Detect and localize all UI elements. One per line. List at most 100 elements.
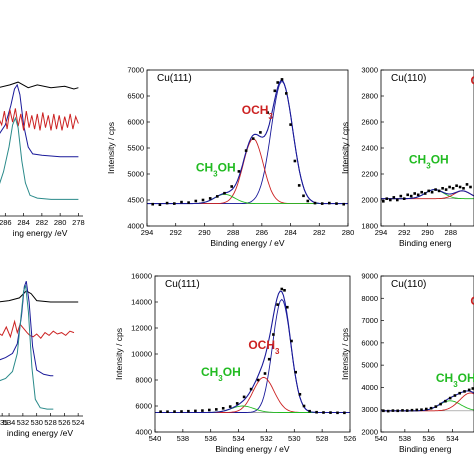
x-tick-label: 526 bbox=[344, 434, 357, 443]
y-tick-label: 4000 bbox=[127, 222, 144, 231]
data-point bbox=[389, 198, 392, 202]
fit-component bbox=[155, 376, 350, 413]
fit-component bbox=[147, 81, 348, 205]
data-point bbox=[448, 396, 452, 400]
data-point bbox=[413, 192, 416, 195]
data-point bbox=[343, 411, 346, 415]
data-point bbox=[151, 202, 154, 206]
annotation-label: CH3OH bbox=[436, 371, 474, 389]
data-point bbox=[439, 402, 442, 406]
y-tick-label: 1800 bbox=[361, 222, 378, 231]
y-tick-label: 2400 bbox=[361, 144, 378, 153]
x-tick-label: 286 bbox=[0, 218, 12, 227]
y-tick-label: 4000 bbox=[135, 428, 152, 437]
x-tick-label: 540 bbox=[375, 434, 388, 443]
data-point bbox=[342, 202, 345, 206]
data-point bbox=[430, 190, 434, 194]
spectrum-line bbox=[0, 319, 75, 339]
y-tick-label: 8000 bbox=[361, 294, 378, 303]
fit-component bbox=[155, 298, 350, 413]
panel-top-left: 286 284 282 280 278 ing energy /eV bbox=[0, 81, 85, 238]
y-tick-label: 2600 bbox=[361, 118, 378, 127]
data-point bbox=[448, 185, 451, 189]
y-tick-label: 3000 bbox=[361, 405, 378, 414]
data-point bbox=[444, 399, 447, 403]
data-point bbox=[462, 187, 465, 190]
data-point bbox=[469, 185, 472, 189]
data-point bbox=[208, 408, 211, 412]
data-point bbox=[228, 405, 232, 408]
spectrum-line bbox=[0, 83, 79, 158]
data-point bbox=[286, 305, 289, 309]
spectrum-line bbox=[0, 290, 79, 303]
data-point bbox=[290, 339, 293, 343]
data-point bbox=[405, 409, 409, 412]
x-tick-label: 532 bbox=[17, 418, 30, 427]
data-point bbox=[420, 190, 423, 194]
x-tick-label: 284 bbox=[17, 218, 30, 227]
data-point bbox=[230, 185, 233, 188]
y-tick-label: 16000 bbox=[131, 272, 152, 281]
data-point bbox=[336, 411, 339, 415]
spectrum-line bbox=[0, 281, 54, 377]
data-point bbox=[180, 200, 183, 204]
plot-frame bbox=[380, 69, 474, 227]
x-tick-label: 538 bbox=[177, 434, 190, 443]
data-point bbox=[165, 201, 169, 205]
y-tick-label: 2200 bbox=[361, 170, 378, 179]
data-point bbox=[410, 408, 414, 412]
y-tick-label: 4000 bbox=[361, 383, 378, 392]
x-tick-label: 540 bbox=[149, 434, 162, 443]
data-point bbox=[425, 407, 428, 411]
y-tick-label: 5000 bbox=[361, 361, 378, 370]
data-point bbox=[458, 185, 462, 189]
data-point bbox=[276, 81, 279, 84]
x-tick-label: 528 bbox=[44, 418, 57, 427]
x-tick-label: 280 bbox=[54, 218, 67, 227]
data-point bbox=[280, 287, 284, 291]
x-tick-label: 290 bbox=[198, 228, 211, 237]
x-tick-label: 534 bbox=[3, 418, 16, 427]
annotation-label: OCH3 bbox=[242, 103, 274, 121]
data-point bbox=[437, 189, 441, 193]
data-point bbox=[315, 410, 318, 414]
data-point bbox=[429, 406, 433, 410]
data-point bbox=[402, 197, 406, 200]
plot-area bbox=[147, 78, 348, 206]
data-point bbox=[273, 89, 277, 93]
data-point bbox=[166, 410, 169, 413]
x-tick-label: 290 bbox=[421, 228, 434, 237]
y-tick-label: 2000 bbox=[361, 196, 378, 205]
data-point bbox=[201, 409, 204, 412]
x-tick-label: 536 bbox=[204, 434, 217, 443]
data-point bbox=[409, 194, 413, 198]
data-point bbox=[453, 394, 457, 397]
data-point bbox=[289, 123, 292, 126]
panel-title: Cu(110) bbox=[391, 279, 426, 290]
panel-bottom-middle: 540 538 536 534 532 530 528 526 Binding energy /… bbox=[114, 272, 356, 455]
data-point bbox=[298, 393, 302, 396]
data-point bbox=[420, 408, 423, 411]
y-tick-label: 5500 bbox=[127, 144, 144, 153]
data-point bbox=[242, 395, 246, 399]
data-point bbox=[294, 370, 297, 374]
data-point bbox=[158, 203, 162, 206]
plot-area bbox=[0, 281, 79, 410]
annotation-label: OCH3 bbox=[248, 338, 280, 356]
x-tick-label: 278 bbox=[72, 218, 85, 227]
annotation-label: O bbox=[471, 73, 474, 87]
data-point bbox=[434, 405, 438, 408]
panel-top-middle: 294 292 290 288 286 284 282 280 Binding energy /… bbox=[106, 66, 354, 249]
data-point bbox=[415, 408, 419, 412]
x-tick-label: 526 bbox=[58, 418, 71, 427]
x-tick-label: 534 bbox=[232, 434, 245, 443]
data-point bbox=[313, 201, 317, 205]
x-tick-label: 282 bbox=[36, 218, 49, 227]
y-tick-label: 9000 bbox=[361, 272, 378, 281]
data-point bbox=[467, 388, 471, 392]
x-tick-label: 534 bbox=[446, 434, 459, 443]
plot-area bbox=[155, 287, 350, 415]
data-point bbox=[401, 409, 404, 412]
y-tick-label: 6000 bbox=[135, 402, 152, 411]
